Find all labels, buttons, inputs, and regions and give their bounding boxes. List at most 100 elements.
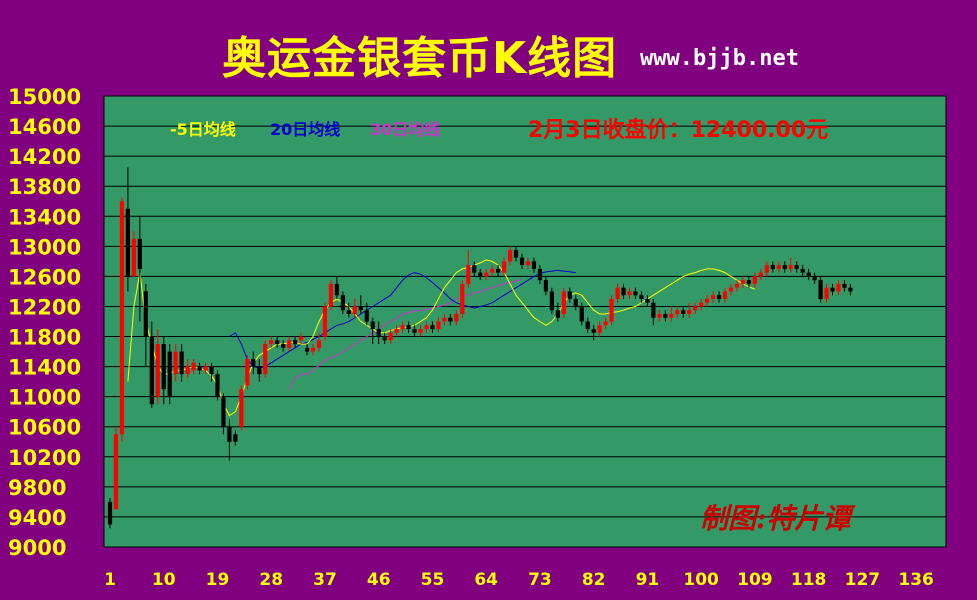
candle-body [824,287,829,299]
candles [107,167,853,529]
candle-body [245,359,250,386]
candle-body [340,295,345,311]
candle-body [394,329,399,333]
x-tick-label: 46 [367,570,391,590]
ma30-line [288,278,523,390]
x-tick-label: 127 [845,570,881,590]
candle-body [788,265,793,269]
ma5-series [127,259,756,417]
candle-body [346,310,351,314]
candle-body [352,306,357,314]
y-tick-label: 12600 [8,265,81,289]
candle-body [454,313,459,322]
x-tick-label: 82 [582,570,606,590]
candle-body [424,325,429,330]
candle-body [734,283,740,288]
x-axis-ticks: 1 10 19 28 37 46 55 64 73 82 91 100 109 118 127 136 [104,570,934,590]
candle-body [197,366,202,371]
candle-body [699,302,704,307]
candle-body [310,347,316,352]
candle-body [334,283,339,296]
candle-body [681,310,686,314]
candle-body [782,265,787,269]
candle-body [525,261,531,266]
candle-body [298,336,304,341]
y-tick-label: 14600 [8,115,81,139]
candle-body [287,340,292,348]
close-price-note: 2月3日收盘价：12400.00元 [528,117,828,143]
candle-body [603,321,608,326]
candle-body [490,268,495,273]
candle-body [585,321,590,330]
x-tick-label: 37 [313,570,337,590]
candle-body [848,287,853,292]
candle-body [131,238,136,277]
candle-body [215,374,220,397]
candle-body [251,359,256,367]
candle-body [322,306,328,337]
y-tick-label: 10200 [8,446,81,470]
candle-body [537,268,543,281]
y-tick-label: 12200 [8,295,81,319]
candle-body [155,344,160,397]
candle-body [693,306,698,311]
x-tick-label: 10 [152,570,176,590]
y-tick-label: 9400 [8,506,66,530]
x-tick-label: 55 [421,570,445,590]
candle-body [269,340,274,345]
candle-body [275,340,280,345]
ma5-line [127,259,756,417]
y-tick-label: 15000 [8,85,81,109]
candle-body [137,238,142,269]
x-tick-label: 91 [636,570,660,590]
candle-body [233,434,238,442]
candle-body [388,332,393,341]
candle-body [442,317,447,322]
candle-body [436,321,441,330]
candle-body [370,321,375,330]
candle-body [125,208,131,277]
candle-body [281,344,286,348]
candle-body [382,336,387,341]
x-tick-label: 100 [683,570,719,590]
x-tick-label: 28 [259,570,283,590]
candle-body [239,389,244,427]
x-tick-label: 136 [898,570,934,590]
candle-body [412,329,417,333]
candle-body [430,325,435,330]
candle-body [645,298,650,303]
y-tick-label: 13400 [8,205,81,229]
y-tick-label: 10600 [8,416,81,440]
candle-body [764,265,769,273]
candle-body [770,265,775,269]
candle-body [466,265,471,284]
candle-body [728,287,734,292]
candle-body [591,329,596,333]
candle-body [651,302,656,318]
candle-body [531,261,537,269]
candle-body [478,272,483,277]
candle-body [358,306,363,311]
candle-body [119,201,125,435]
candle-body [376,329,381,337]
candle-body [639,295,644,299]
candle-body [507,250,513,262]
candle-body [513,250,519,258]
x-tick-label: 109 [737,570,773,590]
candle-body [185,366,190,375]
candle-body [740,280,746,284]
ma20-line [229,269,576,369]
candle-body [561,291,566,314]
candle-body [257,366,262,375]
y-tick-label: 11000 [8,386,81,410]
candle-body [615,287,620,299]
candle-body [687,310,692,314]
candle-body [543,280,548,292]
candle-body [669,313,674,318]
y-tick-label: 9000 [8,536,66,560]
candle-body [484,272,489,277]
candle-body [597,325,602,333]
chart-title: 奥运金银套币K线图 [222,33,618,84]
